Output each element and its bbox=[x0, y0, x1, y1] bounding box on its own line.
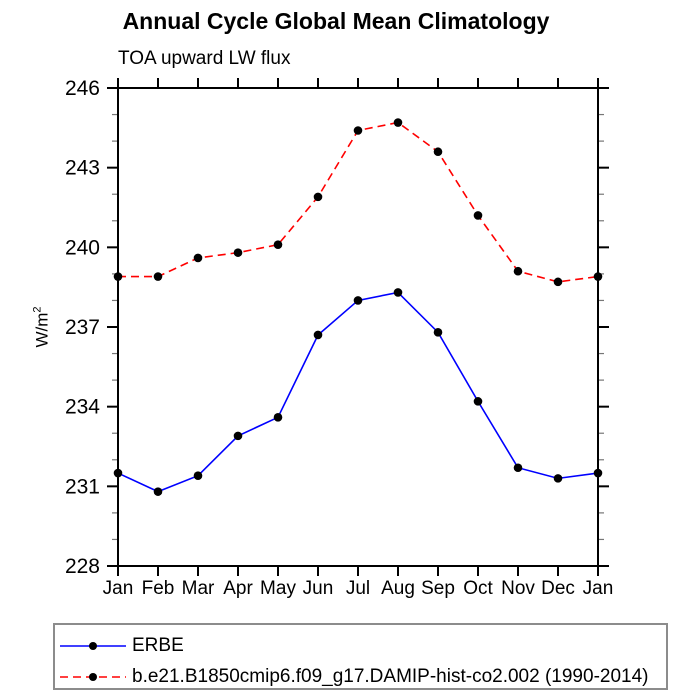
data-point-erbe bbox=[553, 474, 563, 483]
data-point-erbe bbox=[393, 288, 403, 297]
legend-swatch-erbe bbox=[60, 641, 126, 650]
x-tick-label: Dec bbox=[541, 578, 575, 599]
legend-label-model: b.e21.B1850cmip6.f09_g17.DAMIP-hist-co2.… bbox=[132, 665, 649, 687]
x-tick-label: Apr bbox=[223, 578, 253, 599]
plot-frame bbox=[117, 87, 599, 567]
data-point-model bbox=[473, 211, 483, 220]
y-tick-label: 228 bbox=[65, 555, 100, 578]
data-point-model bbox=[113, 272, 123, 281]
legend-entry-erbe: ERBE bbox=[58, 630, 666, 661]
series-line-erbe bbox=[117, 291, 599, 493]
y-tick-label: 234 bbox=[65, 396, 100, 419]
data-point-erbe bbox=[473, 397, 483, 406]
chart-subtitle: TOA upward LW flux bbox=[118, 48, 291, 69]
x-tick-label: Aug bbox=[381, 578, 415, 599]
legend-marker-dot bbox=[89, 641, 97, 650]
data-point-erbe bbox=[353, 296, 363, 305]
x-tick-label: May bbox=[260, 578, 296, 599]
x-tick-label: Jan bbox=[583, 578, 614, 599]
data-point-model bbox=[273, 240, 283, 249]
y-tick-label: 231 bbox=[65, 475, 100, 498]
data-point-erbe bbox=[313, 330, 323, 340]
x-tick-label: Nov bbox=[501, 578, 535, 599]
legend-swatch-model bbox=[60, 672, 126, 681]
data-point-model bbox=[433, 147, 443, 157]
data-point-model bbox=[313, 192, 323, 202]
legend-box: ERBE b.e21.B1850cmip6.f09_g17.DAMIP-hist… bbox=[53, 623, 668, 690]
data-point-model bbox=[193, 253, 203, 263]
data-point-model bbox=[233, 248, 243, 257]
legend-entry-model: b.e21.B1850cmip6.f09_g17.DAMIP-hist-co2.… bbox=[58, 661, 666, 692]
data-point-model bbox=[553, 277, 563, 287]
data-point-model bbox=[513, 266, 523, 276]
data-point-model bbox=[153, 272, 163, 281]
data-point-erbe bbox=[113, 468, 123, 478]
x-tick-label: Feb bbox=[142, 578, 175, 599]
x-tick-label: Jun bbox=[303, 578, 334, 599]
data-point-erbe bbox=[433, 328, 443, 337]
y-tick-label: 240 bbox=[65, 236, 100, 259]
data-point-erbe bbox=[233, 431, 243, 441]
legend-label-erbe: ERBE bbox=[132, 634, 184, 656]
data-point-model bbox=[393, 118, 403, 127]
data-point-erbe bbox=[513, 463, 523, 473]
data-point-erbe bbox=[193, 471, 203, 481]
data-point-model bbox=[593, 272, 603, 281]
data-point-model bbox=[353, 126, 363, 135]
legend-marker-dot bbox=[89, 672, 97, 681]
x-tick-label: Jul bbox=[346, 578, 370, 599]
data-point-erbe bbox=[153, 487, 163, 496]
y-tick-label: 246 bbox=[65, 77, 100, 100]
data-point-erbe bbox=[593, 468, 603, 478]
series-line-model bbox=[118, 121, 599, 283]
x-tick-label: Sep bbox=[421, 578, 455, 599]
y-tick-label: 243 bbox=[65, 157, 100, 180]
x-tick-label: Oct bbox=[463, 578, 493, 599]
x-tick-label: Jan bbox=[103, 578, 134, 599]
data-point-erbe bbox=[273, 412, 283, 422]
chart-title: Annual Cycle Global Mean Climatology bbox=[122, 8, 550, 34]
y-tick-label: 237 bbox=[65, 316, 100, 339]
x-tick-label: Mar bbox=[182, 578, 215, 599]
